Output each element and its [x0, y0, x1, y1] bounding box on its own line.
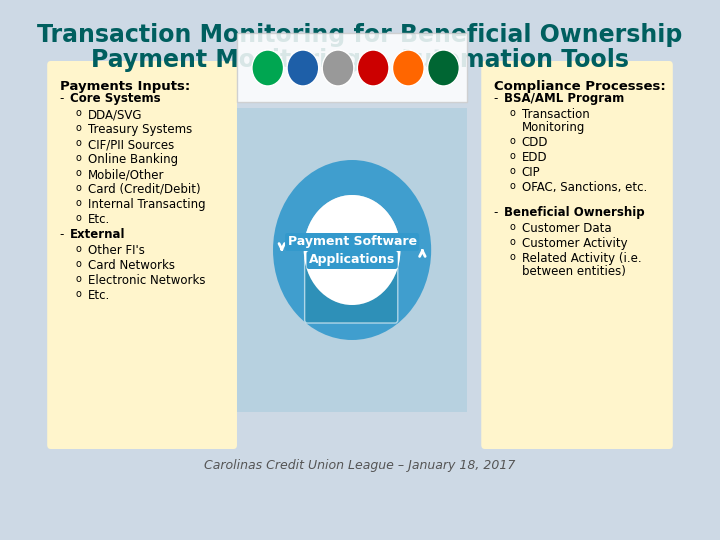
Text: Related Activity (i.e.: Related Activity (i.e.	[522, 252, 642, 265]
FancyBboxPatch shape	[305, 257, 397, 323]
Circle shape	[252, 50, 284, 86]
Text: o: o	[76, 274, 81, 284]
Text: o: o	[76, 259, 81, 269]
Text: Payments Inputs:: Payments Inputs:	[60, 80, 190, 93]
Text: Monitoring: Monitoring	[522, 121, 585, 134]
Text: Etc.: Etc.	[88, 213, 110, 226]
Text: Carolinas Credit Union League – January 18, 2017: Carolinas Credit Union League – January …	[204, 458, 516, 471]
Circle shape	[428, 50, 459, 86]
Text: BSA/AML Program: BSA/AML Program	[504, 92, 624, 105]
Text: o: o	[509, 222, 516, 232]
Text: o: o	[509, 252, 516, 262]
Text: -: -	[60, 228, 64, 241]
Text: Transaction: Transaction	[522, 108, 590, 121]
Text: Payment Software: Payment Software	[287, 235, 417, 248]
FancyBboxPatch shape	[237, 33, 467, 102]
Text: o: o	[76, 153, 81, 163]
Text: Card (Credit/Debit): Card (Credit/Debit)	[88, 183, 200, 196]
FancyBboxPatch shape	[237, 108, 467, 412]
Text: o: o	[76, 108, 81, 118]
Text: Beneficial Ownership: Beneficial Ownership	[504, 206, 644, 219]
Text: o: o	[76, 289, 81, 299]
Text: Customer Data: Customer Data	[522, 222, 611, 235]
Text: OFAC, Sanctions, etc.: OFAC, Sanctions, etc.	[522, 181, 647, 194]
Text: o: o	[509, 166, 516, 176]
Text: o: o	[509, 237, 516, 247]
Text: Online Banking: Online Banking	[88, 153, 178, 166]
Text: EDD: EDD	[522, 151, 547, 164]
Wedge shape	[273, 160, 431, 250]
Text: Treasury Systems: Treasury Systems	[88, 123, 192, 136]
Text: Electronic Networks: Electronic Networks	[88, 274, 205, 287]
Text: Payment Monitoring → Automation Tools: Payment Monitoring → Automation Tools	[91, 48, 629, 72]
Text: between entities): between entities)	[522, 265, 626, 278]
Text: Etc.: Etc.	[88, 289, 110, 302]
Text: o: o	[76, 138, 81, 148]
Text: o: o	[76, 244, 81, 254]
Text: -: -	[493, 92, 498, 105]
Text: o: o	[76, 198, 81, 208]
Text: -: -	[60, 92, 64, 105]
Text: Mobile/Other: Mobile/Other	[88, 168, 164, 181]
Text: o: o	[509, 181, 516, 191]
Text: Core Systems: Core Systems	[70, 92, 161, 105]
Circle shape	[392, 50, 424, 86]
Text: Applications: Applications	[309, 253, 395, 267]
Text: CDD: CDD	[522, 136, 548, 149]
Wedge shape	[273, 250, 431, 340]
Text: Customer Activity: Customer Activity	[522, 237, 627, 250]
Circle shape	[357, 50, 389, 86]
Text: Compliance Processes:: Compliance Processes:	[493, 80, 665, 93]
Circle shape	[304, 195, 400, 305]
Text: o: o	[76, 168, 81, 178]
Text: Card Networks: Card Networks	[88, 259, 175, 272]
Text: External: External	[70, 228, 125, 241]
Text: o: o	[509, 151, 516, 161]
Text: Internal Transacting: Internal Transacting	[88, 198, 205, 211]
Text: CIF/PII Sources: CIF/PII Sources	[88, 138, 174, 151]
Circle shape	[323, 50, 354, 86]
Text: Other FI's: Other FI's	[88, 244, 145, 257]
Text: o: o	[509, 108, 516, 118]
Text: o: o	[76, 213, 81, 223]
Text: DDA/SVG: DDA/SVG	[88, 108, 142, 121]
Circle shape	[287, 50, 319, 86]
FancyBboxPatch shape	[481, 61, 672, 449]
Text: CIP: CIP	[522, 166, 540, 179]
Text: Transaction Monitoring for Beneficial Ownership: Transaction Monitoring for Beneficial Ow…	[37, 23, 683, 47]
Text: o: o	[76, 183, 81, 193]
Text: o: o	[509, 136, 516, 146]
Text: o: o	[76, 123, 81, 133]
FancyBboxPatch shape	[48, 61, 237, 449]
Text: -: -	[493, 206, 498, 219]
